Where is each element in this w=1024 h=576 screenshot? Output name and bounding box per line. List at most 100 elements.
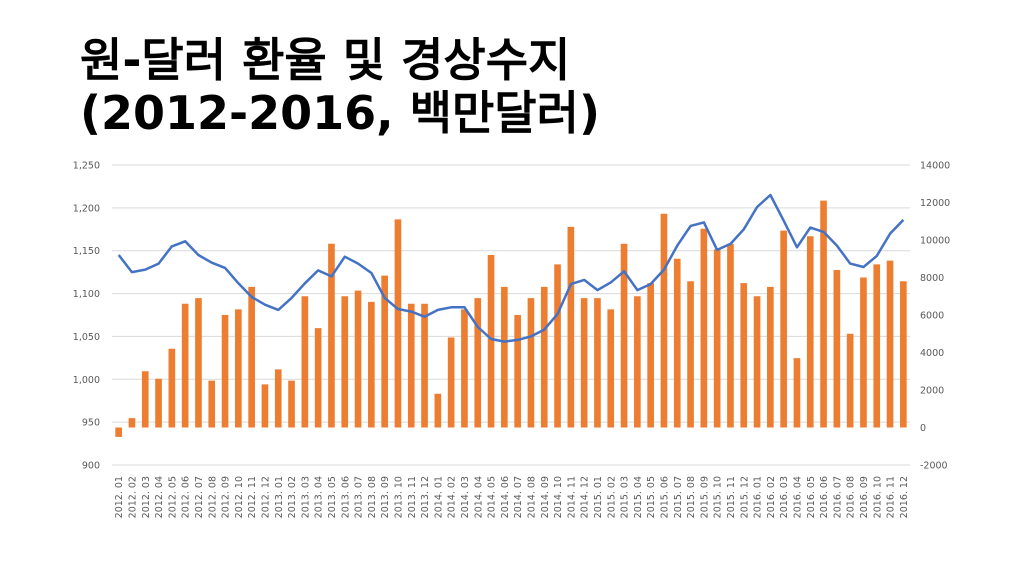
current-account-bar [727,243,734,428]
x-axis-tick-label: 2012. 04 [154,476,165,518]
x-axis-tick-label: 2015. 02 [606,476,617,518]
x-axis-tick-label: 2013. 06 [340,476,351,518]
current-account-bar [554,264,561,428]
x-axis-tick-label: 2013. 11 [407,476,418,518]
x-axis-tick-label: 2012. 12 [260,476,271,518]
x-axis-tick-label: 2015. 11 [726,476,737,518]
right-axis-tick-label: 6000 [920,311,944,322]
x-axis-ticks: 2012. 01 2012. 02 2012. 03 2012. 04 2012. 05… [114,476,910,518]
x-axis-tick-label: 2016. 11 [886,476,897,518]
current-account-bar [394,219,402,428]
x-axis-tick-label: 2013. 12 [420,476,431,518]
current-account-bar [155,378,162,428]
current-account-bar [128,418,136,428]
x-axis-tick-label: 2016. 09 [859,476,870,518]
x-axis-tick-label: 2015. 12 [739,476,750,518]
x-axis-tick-label: 2014. 01 [433,476,444,518]
current-account-bar [314,328,322,428]
current-account-bar [141,371,149,428]
x-axis-tick-label: 2015. 07 [673,476,684,518]
current-account-bar [767,286,774,428]
current-account-bar [713,249,721,428]
x-axis-tick-label: 2015. 10 [713,476,724,518]
x-axis-tick-label: 2015. 08 [686,476,697,518]
x-axis-tick-label: 2014. 09 [540,476,551,518]
current-account-bar [687,281,694,428]
current-account-bars [115,200,907,437]
current-account-bar [328,243,335,428]
x-axis-tick-label: 2014. 06 [500,476,511,518]
exchange-rate-line [117,193,905,343]
x-axis-tick-label: 2012. 07 [194,476,205,518]
x-axis-tick-label: 2013. 03 [300,476,311,518]
left-axis-tick-label: 1,200 [73,203,100,214]
x-axis-tick-label: 2014. 04 [473,476,484,518]
x-axis-tick-label: 2014. 02 [447,476,458,518]
current-account-bar [900,281,907,428]
x-axis-tick-label: 2012. 01 [114,476,125,518]
current-account-bar [700,228,708,428]
x-axis-tick-label: 2012. 06 [181,476,192,518]
current-account-bar [527,298,535,428]
current-account-bar [301,296,309,428]
current-account-bar [381,275,388,428]
current-account-bar [793,358,801,428]
x-axis-tick-label: 2014. 07 [513,476,524,518]
current-account-bar [860,277,867,428]
current-account-bar [487,255,495,428]
x-axis-tick-label: 2016. 05 [806,476,817,518]
current-account-bar [607,309,615,428]
current-account-bar [461,309,468,428]
x-axis-tick-label: 2016. 01 [753,476,764,518]
right-axis-tick-label: 4000 [920,348,944,359]
x-axis-tick-label: 2016. 04 [792,476,803,518]
chart-title-line-2: (2012-2016, 백만달러) [80,86,600,140]
left-axis-tick-label: 1,000 [73,375,100,386]
current-account-bar [540,286,548,428]
current-account-bar [341,296,349,428]
current-account-bar [833,270,841,428]
x-axis-tick-label: 2013. 05 [327,476,338,518]
x-axis-tick-label: 2013. 01 [274,476,285,518]
x-axis-tick-label: 2016. 06 [819,476,830,518]
current-account-bar [580,298,588,428]
x-axis-tick-label: 2013. 02 [287,476,298,518]
current-account-bar [501,286,508,428]
right-axis-tick-label: 10000 [920,236,950,247]
x-axis-tick-label: 2013. 08 [367,476,378,518]
current-account-bar [740,283,748,428]
current-account-bar [780,230,787,428]
current-account-bar [647,283,654,428]
current-account-bar [447,337,455,428]
current-account-bar [620,243,628,428]
current-account-bar [168,348,176,428]
current-account-bar [434,393,442,428]
left-axis-tick-label: 1,150 [73,246,100,257]
current-account-bar [181,303,189,428]
x-axis-tick-label: 2014. 12 [580,476,591,518]
x-axis-tick-label: 2014. 10 [553,476,564,518]
left-axis-tick-label: 1,050 [73,332,100,343]
x-axis-tick-label: 2016. 03 [779,476,790,518]
x-axis-tick-label: 2016. 07 [832,476,843,518]
x-axis-tick-label: 2012. 08 [207,476,218,518]
x-axis-tick-label: 2012. 05 [167,476,178,518]
x-axis-tick-label: 2015. 01 [593,476,604,518]
x-axis-tick-label: 2013. 04 [314,476,325,518]
x-axis-tick-label: 2012. 09 [221,476,232,518]
left-axis-ticks: 900 950 1,000 1,050 1,100 1,150 1,200 1,250 [73,161,100,472]
gridlines [112,164,910,466]
left-axis-tick-label: 1,250 [73,161,100,172]
current-account-bar [221,315,229,428]
current-account-bar [195,298,202,428]
x-axis-tick-label: 2015. 06 [659,476,670,518]
current-account-bar [368,301,375,428]
current-account-bar [354,290,362,428]
right-axis-ticks: -2000 0 2000 4000 6000 8000 10000 12000 14000 [920,161,950,472]
current-account-bar [248,286,255,428]
current-account-bar [115,427,122,437]
x-axis-tick-label: 2012. 02 [127,476,138,518]
x-axis-tick-label: 2016. 02 [766,476,777,518]
x-axis-tick-label: 2015. 03 [620,476,631,518]
